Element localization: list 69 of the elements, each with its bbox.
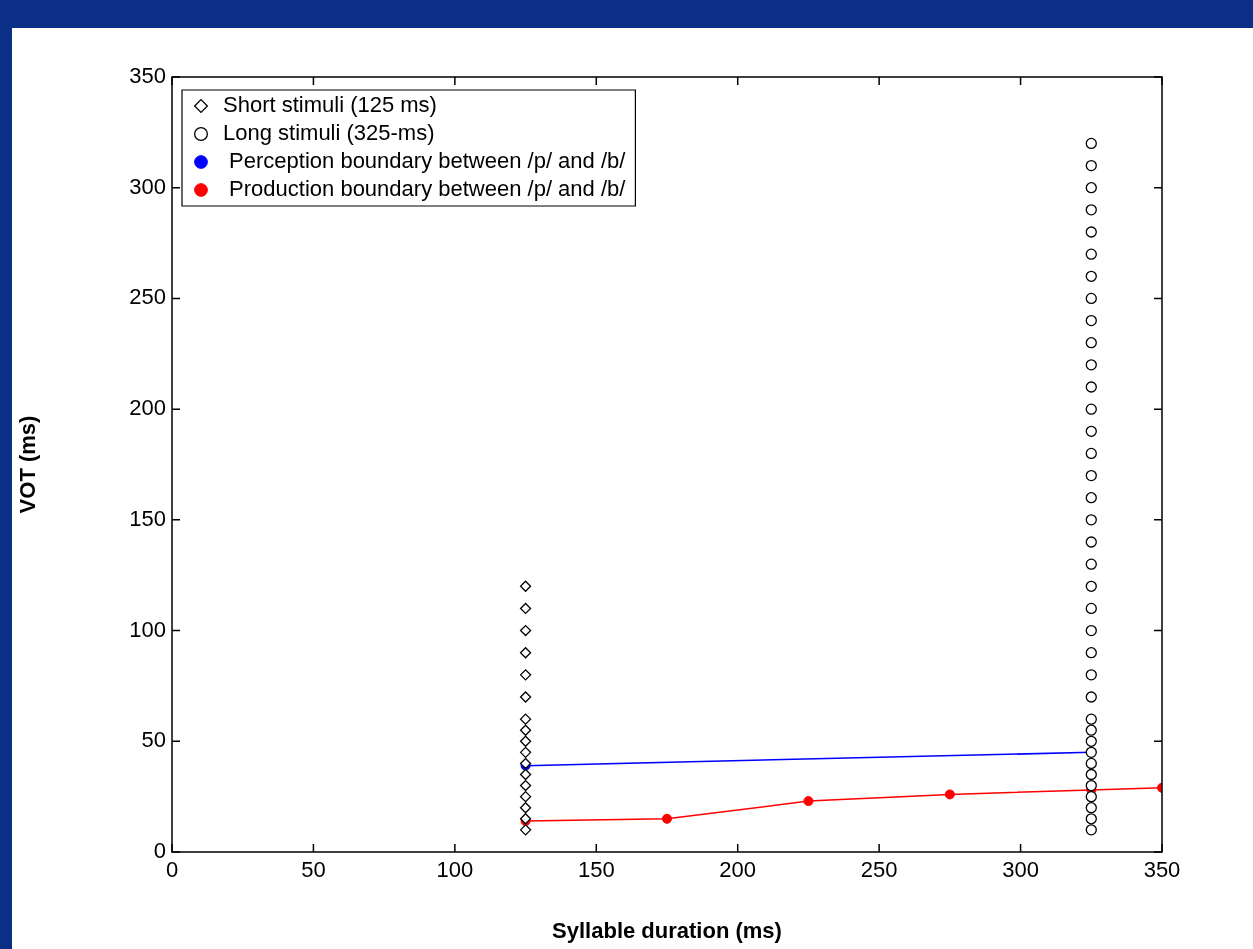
point xyxy=(1085,790,1097,803)
point xyxy=(1085,824,1097,836)
point xyxy=(519,580,532,592)
point xyxy=(519,647,532,659)
y-tick-label: 150 xyxy=(129,505,166,531)
point xyxy=(519,735,532,747)
point xyxy=(1085,724,1097,736)
point xyxy=(1085,337,1097,349)
point xyxy=(1085,735,1097,747)
x-tick-label: 300 xyxy=(1002,857,1039,883)
point xyxy=(662,813,672,824)
y-tick-label: 50 xyxy=(141,727,166,753)
point xyxy=(1085,403,1097,415)
legend-label: Short stimuli (125 ms) xyxy=(223,92,437,118)
legend-label: Long stimuli (325-ms) xyxy=(223,120,435,146)
x-tick-label: 50 xyxy=(301,857,326,883)
point xyxy=(1085,204,1097,216)
point xyxy=(519,669,532,681)
point xyxy=(1085,292,1097,305)
x-tick-label: 150 xyxy=(577,857,615,883)
y-tick-label: 200 xyxy=(129,395,166,421)
point xyxy=(1085,602,1097,615)
y-axis-title: VOT (ms) xyxy=(15,415,41,514)
point xyxy=(1085,469,1097,482)
point xyxy=(1085,647,1097,659)
y-tick-label: 350 xyxy=(129,63,166,89)
point xyxy=(1085,802,1097,814)
legend-label: Perception boundary between /p/ and /b/ xyxy=(223,148,627,174)
point xyxy=(1085,580,1097,592)
point xyxy=(1085,159,1097,172)
point xyxy=(1085,757,1097,770)
point xyxy=(1085,779,1097,792)
point xyxy=(1085,813,1097,825)
y-tick-label: 300 xyxy=(129,173,166,199)
x-axis-title: Syllable duration (ms) xyxy=(552,917,782,943)
x-tick-label: 100 xyxy=(436,857,474,883)
point xyxy=(1085,182,1097,194)
point xyxy=(1085,768,1097,781)
point xyxy=(519,802,532,814)
y-tick-label: 250 xyxy=(129,284,166,310)
point xyxy=(1085,713,1097,725)
point xyxy=(1085,447,1097,460)
point xyxy=(519,691,532,703)
legend-label: Production boundary between /p/ and /b/ xyxy=(223,176,627,202)
point xyxy=(1085,536,1097,548)
point xyxy=(1085,248,1097,260)
point xyxy=(1085,381,1097,393)
point xyxy=(1085,624,1097,637)
point xyxy=(519,724,532,736)
point xyxy=(803,796,814,807)
point xyxy=(1085,226,1097,238)
point xyxy=(1085,137,1097,150)
point xyxy=(1085,691,1097,703)
point xyxy=(519,713,532,725)
point xyxy=(1085,558,1097,570)
point xyxy=(1085,669,1097,681)
point xyxy=(1085,425,1097,437)
point xyxy=(1085,270,1097,282)
y-tick-label: 0 xyxy=(153,838,166,864)
point xyxy=(1085,314,1097,327)
point xyxy=(1085,359,1097,371)
x-tick-label: 250 xyxy=(860,857,898,883)
point xyxy=(1085,492,1097,504)
point xyxy=(1085,514,1097,526)
x-tick-label: 200 xyxy=(719,857,757,883)
point xyxy=(519,824,532,836)
y-tick-label: 100 xyxy=(129,616,166,642)
point xyxy=(944,789,955,800)
x-tick-label: 350 xyxy=(1143,857,1181,883)
